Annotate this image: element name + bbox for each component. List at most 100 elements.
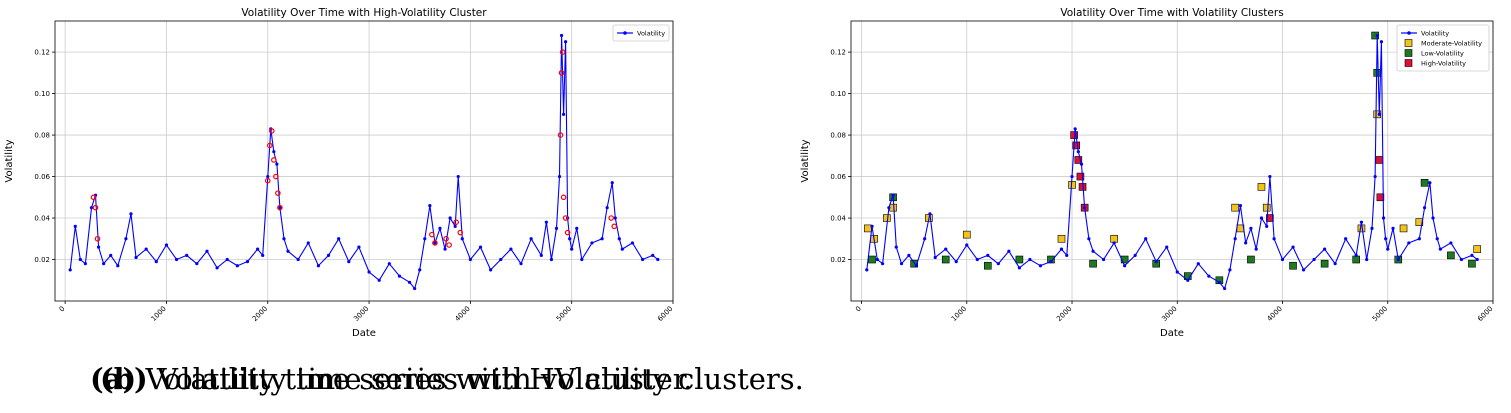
high-volatility-marker xyxy=(275,190,281,196)
volatility-point xyxy=(870,224,874,228)
x-tick-label: 0 xyxy=(58,305,67,314)
volatility-point xyxy=(1435,237,1439,241)
volatility-point xyxy=(1244,241,1248,245)
caption-a: (a) Volatility time series with HV clust… xyxy=(90,362,693,396)
volatility-point xyxy=(129,212,133,216)
volatility-point xyxy=(1344,237,1348,241)
legend-label: Volatility xyxy=(1421,30,1449,38)
axes-frame xyxy=(850,20,1494,302)
caption-b: (b) Volatility time series with volatili… xyxy=(100,362,804,396)
volatility-point xyxy=(1384,237,1388,241)
volatility-point xyxy=(266,174,270,179)
chart-panel-a: 0 1000 2000 3000 4000 5000 6000 0.02 0.04 0.06 0.0… xyxy=(0,0,700,413)
y-tick-label: 0.04 xyxy=(830,215,846,223)
volatility-point xyxy=(1079,162,1084,166)
volatility-point xyxy=(347,259,351,264)
volatility-point xyxy=(1101,257,1106,262)
cluster-marker xyxy=(1231,203,1239,212)
volatility-point xyxy=(1133,253,1137,257)
volatility-point xyxy=(456,174,460,179)
high-volatility-marker xyxy=(608,215,615,221)
volatility-point xyxy=(1268,174,1272,179)
x-tick-label: 0 xyxy=(854,305,863,314)
volatility-point xyxy=(413,286,417,291)
y-axis-label: Volatility xyxy=(4,139,15,182)
x-tick-label: 6000 xyxy=(1476,305,1494,323)
volatility-point xyxy=(367,270,371,274)
high-volatility-marker xyxy=(90,194,97,201)
cluster-marker xyxy=(1420,178,1429,187)
y-tick-label: 0.10 xyxy=(34,90,50,98)
volatility-point xyxy=(1228,268,1232,272)
volatility-point xyxy=(124,237,128,241)
volatility-point xyxy=(630,241,635,245)
volatility-point xyxy=(1065,253,1069,257)
x-tick-label: 3000 xyxy=(352,305,370,323)
volatility-point xyxy=(923,237,927,241)
high-volatility-marker xyxy=(432,240,438,246)
x-tick-label: 5000 xyxy=(1371,305,1389,323)
high-volatility-marker xyxy=(429,231,435,238)
volatility-point xyxy=(1417,237,1421,241)
volatility-point xyxy=(89,206,94,210)
high-volatility-marker xyxy=(564,229,571,236)
y-tick-label: 0.08 xyxy=(34,132,50,140)
volatility-point xyxy=(1359,220,1364,224)
volatility-point xyxy=(1459,257,1464,262)
volatility-point xyxy=(164,243,169,247)
volatility-point xyxy=(245,259,250,264)
legend-box-swatch xyxy=(1404,59,1413,67)
high-volatility-marker xyxy=(266,142,273,149)
volatility-point xyxy=(453,224,457,228)
volatility-point xyxy=(1323,247,1327,251)
volatility-point xyxy=(337,237,341,241)
volatility-point xyxy=(914,264,918,268)
high-volatility-marker xyxy=(92,204,99,211)
volatility-point xyxy=(933,255,937,260)
volatility-point xyxy=(564,40,568,44)
volatility-point xyxy=(1333,262,1337,266)
volatility-point xyxy=(443,247,447,251)
legend-point-swatch xyxy=(1407,31,1411,35)
volatility-point xyxy=(68,268,72,272)
x-tick-label: 4000 xyxy=(1266,305,1284,323)
volatility-point xyxy=(306,241,310,245)
cluster-marker xyxy=(1376,193,1385,202)
volatility-point xyxy=(448,216,452,220)
volatility-point xyxy=(1059,247,1064,251)
volatility-point xyxy=(215,266,219,270)
volatility-point xyxy=(1083,206,1087,210)
cluster-marker xyxy=(1057,234,1066,243)
legend-label: Low-Volatility xyxy=(1421,50,1464,58)
cluster-marker xyxy=(1289,261,1297,270)
volatility-point xyxy=(1087,237,1091,241)
x-axis-label: Date xyxy=(352,328,376,339)
cluster-marker xyxy=(984,261,992,270)
volatility-point xyxy=(174,257,179,262)
high-volatility-marker xyxy=(264,177,271,184)
high-volatility-marker xyxy=(443,235,449,242)
volatility-point xyxy=(1070,174,1074,179)
volatility-point xyxy=(1381,216,1386,220)
cluster-marker xyxy=(1120,255,1129,264)
legend-box-swatch xyxy=(1404,49,1413,57)
volatility-point xyxy=(1028,257,1032,262)
volatility-point xyxy=(1254,247,1258,251)
volatility-point xyxy=(1217,280,1221,284)
volatility-point xyxy=(460,237,464,241)
cluster-marker xyxy=(910,259,918,268)
y-tick-label: 0.10 xyxy=(830,90,846,98)
volatility-point xyxy=(1223,286,1227,291)
volatility-point xyxy=(1428,181,1432,185)
x-tick-label: 5000 xyxy=(555,305,573,323)
volatility-point xyxy=(549,257,554,262)
volatility-point xyxy=(116,264,120,268)
volatility-point xyxy=(986,253,990,257)
volatility-point xyxy=(1422,206,1427,210)
volatility-point xyxy=(1196,262,1200,266)
volatility-point xyxy=(1076,150,1080,154)
cluster-marker xyxy=(1399,224,1408,233)
volatility-point xyxy=(1186,278,1190,282)
axes-frame xyxy=(54,20,674,302)
volatility-point xyxy=(1154,259,1158,264)
